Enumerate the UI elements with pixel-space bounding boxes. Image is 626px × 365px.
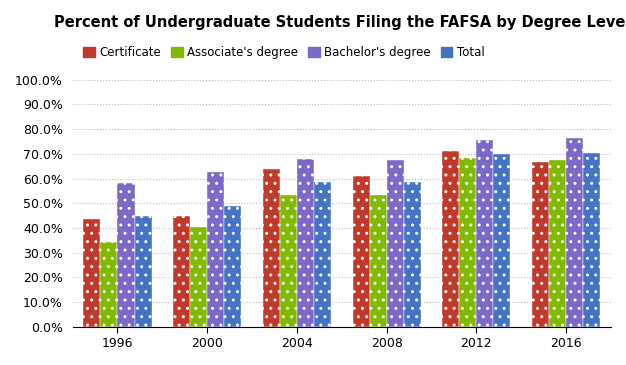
Bar xyxy=(459,158,476,327)
Bar xyxy=(369,195,387,327)
Bar xyxy=(263,169,280,327)
Bar xyxy=(532,162,549,327)
Bar xyxy=(493,154,510,327)
Bar xyxy=(404,182,421,327)
Legend: Certificate, Associate's degree, Bachelor's degree, Total: Certificate, Associate's degree, Bachelo… xyxy=(78,41,490,64)
Bar xyxy=(207,172,224,327)
Title: Percent of Undergraduate Students Filing the FAFSA by Degree Level: Percent of Undergraduate Students Filing… xyxy=(54,15,626,30)
Bar xyxy=(173,215,190,327)
Bar xyxy=(566,138,583,327)
Bar xyxy=(135,216,151,327)
Bar xyxy=(314,182,331,327)
Bar xyxy=(297,159,314,327)
Bar xyxy=(583,153,600,327)
Bar xyxy=(476,140,493,327)
Bar xyxy=(387,161,404,327)
Bar xyxy=(549,160,566,327)
Bar xyxy=(100,242,118,327)
Bar xyxy=(118,183,135,327)
Bar xyxy=(443,151,459,327)
Bar xyxy=(190,227,207,327)
Bar xyxy=(352,176,369,327)
Bar xyxy=(224,205,241,327)
Bar xyxy=(280,195,297,327)
Bar xyxy=(83,219,100,327)
